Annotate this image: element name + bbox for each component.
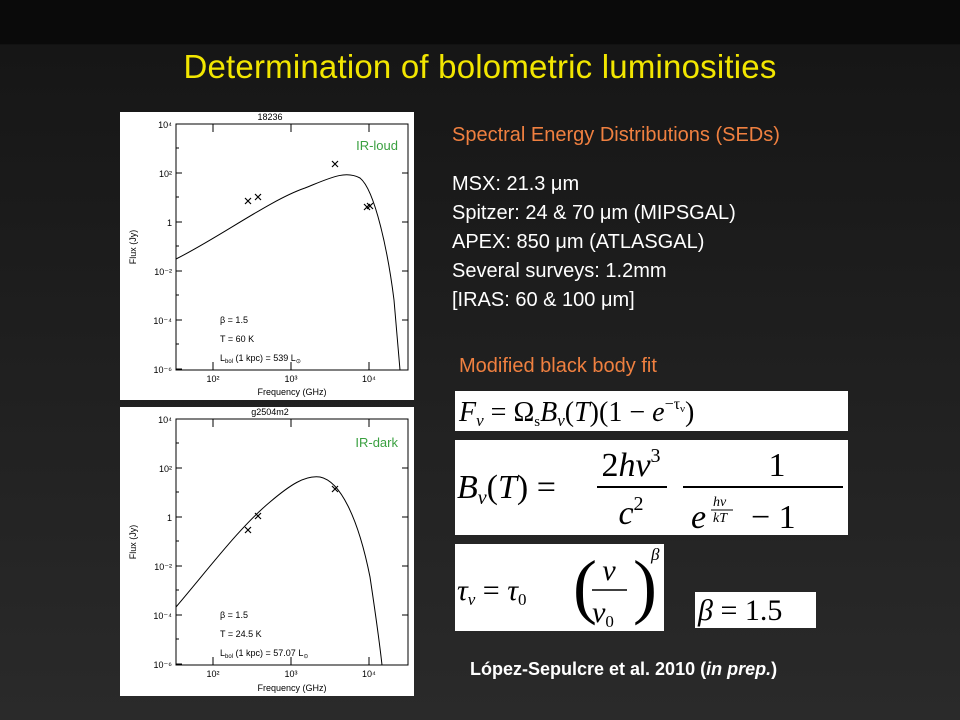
- svg-text:− 1: − 1: [751, 499, 796, 535]
- y-axis-label: Flux (Jy): [128, 525, 138, 560]
- svg-text:kT: kT: [713, 511, 728, 526]
- citation-main: López-Sepulcre et al. 2010 (: [470, 659, 707, 679]
- x-tick-label: 10²: [206, 669, 219, 679]
- x-tick-label: 10⁴: [362, 374, 376, 384]
- x-tick-label: 10²: [206, 374, 219, 384]
- survey-item-spitzer: Spitzer: 24 & 70 μm (MIPSGAL): [452, 202, 736, 224]
- svg-text:Bν(T) =: Bν(T) =: [457, 469, 556, 509]
- svg-text:1: 1: [769, 447, 786, 484]
- y-axis-label: Flux (Jy): [128, 230, 138, 265]
- svg-text:e: e: [691, 499, 706, 535]
- y-tick-label: 10⁻²: [154, 562, 172, 572]
- survey-item-msx: MSX: 21.3 μm: [452, 173, 580, 195]
- equation-flux: Fν = ΩsBν(T)(1 − e−τν): [455, 391, 848, 431]
- top-bar: [0, 0, 960, 44]
- citation: López-Sepulcre et al. 2010 (in prep.): [470, 659, 777, 680]
- sed-fit-curve: [175, 174, 401, 371]
- x-tick-label: 10⁴: [362, 669, 376, 679]
- y-tick-labels: 10⁴ 10² 1 10⁻² 10⁻⁴ 10⁻⁶: [153, 120, 172, 375]
- survey-item-iras: [IRAS: 60 & 100 μm]: [452, 289, 635, 311]
- plot-tag: IR-dark: [355, 435, 398, 450]
- sed-plot-ir-dark: g2504m2 10⁴ 10² 1 10⁻² 10⁻⁴ 10⁻⁶ 10² 1: [120, 407, 414, 696]
- data-point: [331, 485, 339, 493]
- x-tick-label: 10³: [284, 669, 297, 679]
- data-point: [254, 512, 262, 520]
- svg-text:(: (: [573, 546, 597, 626]
- data-point: [254, 193, 262, 201]
- citation-end: ): [771, 659, 778, 679]
- y-tick-label: 10⁴: [158, 415, 172, 425]
- equation-beta: β = 1.5: [695, 592, 816, 628]
- plot-tag: IR-loud: [356, 138, 398, 153]
- param-beta: β = 1.5: [220, 610, 248, 620]
- y-tick-label: 1: [167, 218, 172, 228]
- sed-heading: Spectral Energy Distributions (SEDs): [452, 124, 780, 146]
- equation-planck: Bν(T) = 2hν3 c2 1 e hν kT − 1: [455, 440, 848, 535]
- x-tick-label: 10³: [284, 374, 297, 384]
- equation-tau-text: τν = τ0 ( ν ν0 ) β: [457, 545, 660, 631]
- x-tick-labels: 10² 10³ 10⁴: [206, 669, 376, 679]
- equation-beta-text: β = 1.5: [697, 594, 782, 627]
- param-lbol: Lbol (1 kpc) = 57.07 L⊙: [220, 648, 308, 660]
- equation-planck-text: Bν(T) = 2hν3 c2 1 e hν kT − 1: [457, 445, 843, 535]
- data-point: [366, 202, 374, 210]
- y-tick-label: 10⁴: [158, 120, 172, 130]
- y-ticks: [176, 123, 408, 370]
- y-tick-label: 10⁻²: [154, 267, 172, 277]
- x-axis-label: Frequency (GHz): [257, 387, 326, 397]
- survey-item-several: Several surveys: 1.2mm: [452, 260, 667, 282]
- svg-text:β: β: [650, 545, 660, 564]
- sed-plot-ir-loud: 18236 10⁴ 10² 1 10⁻² 10⁻⁴ 10⁻⁶ 1: [120, 112, 414, 400]
- data-point: [244, 197, 252, 205]
- citation-status: in prep.: [706, 659, 772, 679]
- svg-text:τν = τ0: τν = τ0: [457, 574, 526, 609]
- slide-title: Determination of bolometric luminosities: [183, 48, 777, 85]
- equation-tau: τν = τ0 ( ν ν0 ) β: [455, 544, 664, 631]
- y-tick-label: 10⁻⁴: [153, 316, 172, 326]
- y-ticks: [176, 418, 408, 665]
- y-tick-label: 10⁻⁶: [154, 365, 173, 375]
- data-point: [244, 526, 252, 534]
- data-points: [244, 160, 374, 211]
- plot-frame: [175, 123, 409, 371]
- param-temperature: T = 60 K: [220, 334, 254, 344]
- x-axis-label: Frequency (GHz): [257, 683, 326, 693]
- svg-text:ν0: ν0: [592, 596, 614, 631]
- data-points: [244, 485, 339, 534]
- y-tick-label: 10⁻⁶: [154, 660, 173, 670]
- y-tick-label: 10⁻⁴: [153, 611, 172, 621]
- survey-list: MSX: 21.3 μm Spitzer: 24 & 70 μm (MIPSGA…: [452, 170, 736, 315]
- sed-fit-curve: [175, 476, 383, 666]
- svg-text:ν: ν: [602, 554, 616, 587]
- y-tick-label: 10²: [159, 464, 172, 474]
- svg-text:c2: c2: [618, 493, 643, 532]
- svg-text:2hν3: 2hν3: [601, 445, 660, 484]
- svg-text:hν: hν: [713, 495, 727, 510]
- data-point: [331, 160, 339, 168]
- param-temperature: T = 24.5 K: [220, 629, 262, 639]
- x-tick-labels: 10² 10³ 10⁴: [206, 374, 376, 384]
- plot-frame: [175, 418, 409, 666]
- survey-item-apex: APEX: 850 μm (ATLASGAL): [452, 231, 705, 253]
- plot-name: 18236: [257, 112, 282, 122]
- y-tick-label: 1: [167, 513, 172, 523]
- param-lbol: Lbol (1 kpc) = 539 L⊙: [220, 353, 301, 365]
- svg-text:): ): [633, 546, 657, 626]
- equation-flux-text: Fν = ΩsBν(T)(1 − e−τν): [458, 396, 694, 430]
- y-tick-labels: 10⁴ 10² 1 10⁻² 10⁻⁴ 10⁻⁶: [153, 415, 172, 670]
- plot-name: g2504m2: [251, 407, 289, 417]
- y-tick-label: 10²: [159, 169, 172, 179]
- fit-heading: Modified black body fit: [459, 355, 657, 377]
- param-beta: β = 1.5: [220, 315, 248, 325]
